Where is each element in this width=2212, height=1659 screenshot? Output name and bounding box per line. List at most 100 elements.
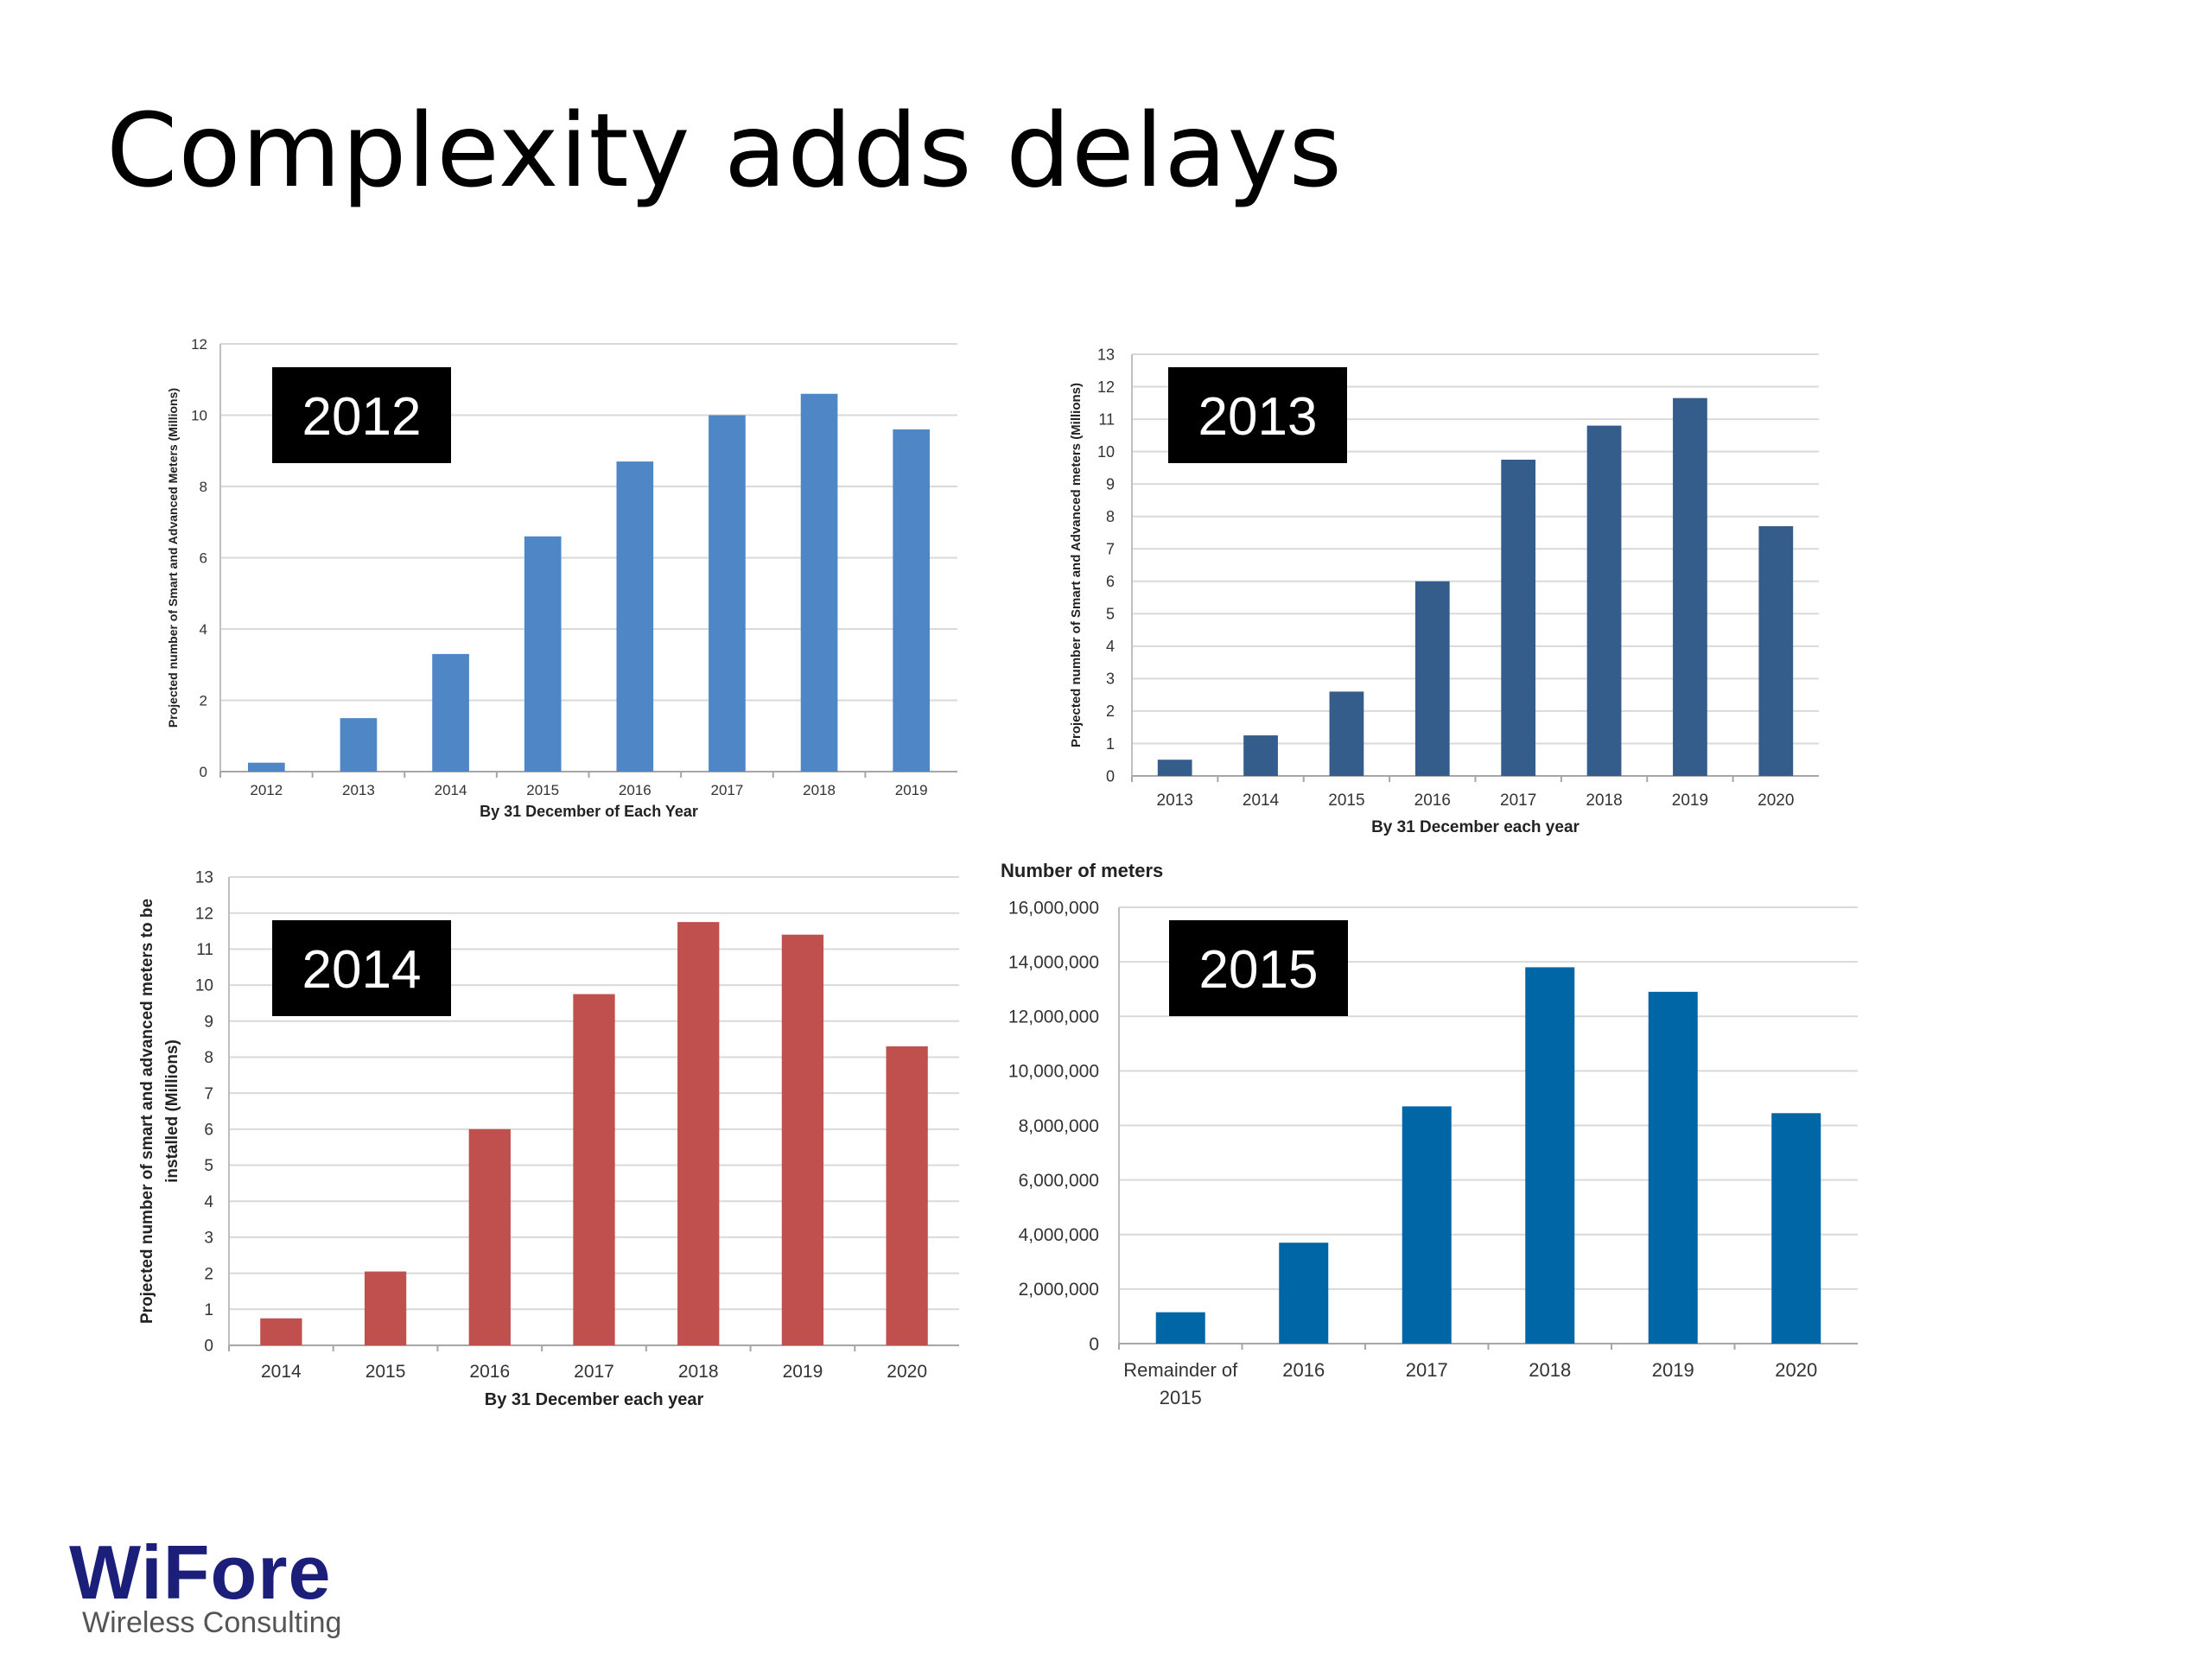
y-tick-label: 7 bbox=[204, 1085, 213, 1103]
y-axis-title: Projected number of smart and advanced m… bbox=[138, 899, 156, 1324]
y-tick-label: 9 bbox=[1106, 475, 1115, 493]
y-tick-label: 12 bbox=[195, 905, 213, 923]
y-tick-label: 16,000,000 bbox=[1008, 898, 1099, 918]
bar bbox=[1414, 581, 1450, 776]
y-axis-title: Projected number of Smart and Advanced m… bbox=[1069, 383, 1084, 747]
x-tick-label: 2018 bbox=[678, 1362, 719, 1382]
year-badge bbox=[272, 920, 451, 1016]
y-tick-label: 1 bbox=[204, 1301, 213, 1319]
y-tick-label: 3 bbox=[1106, 671, 1115, 688]
y-tick-label: 0 bbox=[204, 1338, 213, 1356]
bar bbox=[468, 1128, 511, 1345]
y-tick-label: 12 bbox=[1097, 378, 1115, 396]
x-tick-label: 2014 bbox=[1243, 791, 1280, 810]
y-tick-label: 11 bbox=[196, 941, 213, 959]
bar bbox=[1279, 1243, 1329, 1344]
y-tick-label: 10 bbox=[1097, 443, 1115, 461]
x-tick-label: 2017 bbox=[574, 1362, 614, 1382]
y-tick-label: 0 bbox=[200, 764, 207, 780]
x-tick-label: 2012 bbox=[250, 782, 283, 798]
y-tick-label: 0 bbox=[1106, 767, 1115, 785]
x-tick-label: 2019 bbox=[1652, 1359, 1694, 1381]
x-axis-title: By 31 December each year bbox=[485, 1390, 704, 1409]
bar bbox=[260, 1318, 302, 1345]
bar bbox=[1525, 967, 1575, 1344]
year-badge bbox=[272, 367, 451, 463]
y-tick-label: 4 bbox=[1106, 638, 1115, 655]
y-tick-label: 13 bbox=[1097, 346, 1115, 363]
x-tick-label: 2013 bbox=[1157, 791, 1193, 810]
x-axis-title: By 31 December of Each Year bbox=[480, 803, 698, 820]
y-axis-title: Number of meters bbox=[1001, 860, 1163, 881]
bar bbox=[1329, 691, 1364, 776]
logo-tagline: Wireless Consulting bbox=[82, 1606, 342, 1639]
bar bbox=[1402, 1106, 1452, 1344]
bar bbox=[709, 415, 746, 772]
y-tick-label: 8,000,000 bbox=[1019, 1116, 1099, 1136]
y-tick-label: 6,000,000 bbox=[1019, 1171, 1099, 1191]
bar bbox=[616, 461, 654, 772]
x-tick-label: 2015 bbox=[1328, 791, 1364, 810]
bar bbox=[781, 934, 824, 1345]
bar bbox=[432, 653, 469, 772]
y-tick-label: 4 bbox=[204, 1193, 213, 1211]
y-tick-label: 2 bbox=[204, 1265, 213, 1283]
y-tick-label: 2,000,000 bbox=[1019, 1280, 1099, 1300]
x-tick-label: 2015 bbox=[365, 1362, 406, 1382]
bar bbox=[886, 1046, 928, 1345]
y-axis-title-line2: installed (Millions) bbox=[163, 1039, 181, 1183]
bar bbox=[1155, 1312, 1205, 1344]
bar bbox=[247, 762, 285, 772]
bar bbox=[1157, 760, 1192, 776]
y-tick-label: 8 bbox=[200, 479, 207, 495]
year-badge-label: 2013 bbox=[1198, 387, 1318, 447]
y-tick-label: 12,000,000 bbox=[1008, 1007, 1099, 1027]
y-tick-label: 6 bbox=[200, 550, 207, 566]
x-axis-title: By 31 December each year bbox=[1371, 818, 1580, 836]
bar bbox=[800, 393, 838, 772]
y-tick-label: 10,000,000 bbox=[1008, 1062, 1099, 1082]
x-tick-label: 2015 bbox=[526, 782, 559, 798]
year-badge bbox=[1168, 367, 1347, 463]
x-tick-label: 2017 bbox=[711, 782, 744, 798]
x-tick-label: 2016 bbox=[1414, 791, 1451, 810]
x-tick-label: 2018 bbox=[803, 782, 836, 798]
y-tick-label: 14,000,000 bbox=[1008, 952, 1099, 972]
x-tick-label: 2017 bbox=[1500, 791, 1536, 810]
x-tick-label: 2018 bbox=[1586, 791, 1622, 810]
bar bbox=[1243, 735, 1278, 776]
logo-name: WiFore bbox=[69, 1529, 332, 1615]
bar bbox=[1501, 460, 1536, 776]
x-tick-label: 2020 bbox=[1758, 791, 1794, 810]
wifore-logo: WiFore Wireless Consulting bbox=[69, 1529, 342, 1639]
y-tick-label: 2 bbox=[1106, 702, 1115, 720]
y-tick-label: 6 bbox=[204, 1121, 213, 1139]
bar bbox=[1648, 991, 1698, 1344]
bar bbox=[1673, 397, 1707, 776]
bar bbox=[1586, 425, 1622, 776]
year-badge-label: 2015 bbox=[1199, 940, 1319, 1000]
y-tick-label: 6 bbox=[1106, 573, 1115, 590]
x-tick-label: 2019 bbox=[1672, 791, 1708, 810]
year-badge-label: 2012 bbox=[302, 387, 422, 447]
y-tick-label: 5 bbox=[204, 1157, 213, 1175]
slide-title: Complexity adds delays bbox=[106, 91, 1343, 210]
year-badge-label: 2014 bbox=[302, 940, 422, 1000]
x-tick-label: 2020 bbox=[1775, 1359, 1817, 1381]
y-tick-label: 0 bbox=[1089, 1334, 1099, 1354]
x-tick-label: 2014 bbox=[261, 1362, 302, 1382]
y-tick-label: 7 bbox=[1106, 541, 1115, 558]
y-tick-label: 9 bbox=[204, 1013, 213, 1031]
y-tick-label: 4,000,000 bbox=[1019, 1225, 1099, 1245]
y-tick-label: 8 bbox=[204, 1049, 213, 1067]
bar bbox=[1771, 1113, 1821, 1344]
bar bbox=[340, 718, 378, 772]
x-tick-label: 2020 bbox=[887, 1362, 927, 1382]
y-tick-label: 3 bbox=[204, 1230, 213, 1248]
x-tick-label: 2013 bbox=[342, 782, 375, 798]
y-tick-label: 10 bbox=[195, 977, 213, 995]
